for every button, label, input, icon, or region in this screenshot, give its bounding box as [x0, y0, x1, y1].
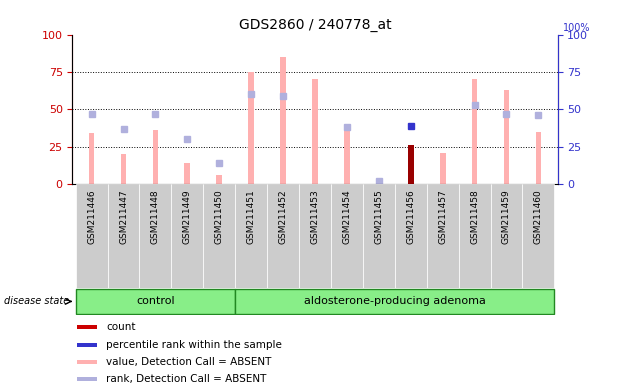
Bar	[185, 163, 190, 184]
Bar	[216, 175, 222, 184]
Text: GSM211447: GSM211447	[119, 190, 128, 244]
Bar	[459, 184, 491, 288]
Text: GSM211458: GSM211458	[470, 190, 479, 244]
Text: count: count	[106, 322, 136, 332]
Text: GSM211459: GSM211459	[502, 190, 511, 244]
Bar	[312, 79, 318, 184]
Bar	[76, 184, 108, 288]
Bar	[235, 184, 267, 288]
Bar	[89, 133, 94, 184]
Text: GSM211456: GSM211456	[406, 190, 415, 244]
Bar	[77, 325, 97, 329]
Text: value, Detection Call = ABSENT: value, Detection Call = ABSENT	[106, 357, 272, 367]
Bar	[440, 153, 445, 184]
Text: GSM211455: GSM211455	[374, 190, 383, 244]
Bar	[267, 184, 299, 288]
Text: GSM211457: GSM211457	[438, 190, 447, 244]
Text: disease state: disease state	[4, 296, 69, 306]
Bar	[491, 184, 522, 288]
Bar	[139, 184, 171, 288]
Title: GDS2860 / 240778_at: GDS2860 / 240778_at	[239, 18, 391, 32]
Bar	[427, 184, 459, 288]
Bar	[77, 343, 97, 347]
Text: GSM211453: GSM211453	[311, 190, 319, 244]
Text: percentile rank within the sample: percentile rank within the sample	[106, 339, 282, 349]
Bar	[363, 184, 395, 288]
Bar	[503, 90, 510, 184]
Text: GSM211448: GSM211448	[151, 190, 160, 244]
Bar	[152, 131, 158, 184]
Text: 100%: 100%	[563, 23, 590, 33]
Text: control: control	[136, 296, 175, 306]
Bar	[77, 360, 97, 364]
Text: aldosterone-producing adenoma: aldosterone-producing adenoma	[304, 296, 486, 306]
Text: GSM211450: GSM211450	[215, 190, 224, 244]
Bar	[280, 57, 286, 184]
Bar	[203, 184, 235, 288]
Bar	[171, 184, 203, 288]
Bar	[331, 184, 363, 288]
Text: GSM211451: GSM211451	[247, 190, 256, 244]
Text: GSM211452: GSM211452	[278, 190, 287, 244]
Bar	[120, 154, 127, 184]
Bar	[408, 146, 414, 184]
Bar	[408, 146, 414, 184]
Bar	[108, 184, 139, 288]
Bar	[376, 181, 382, 184]
Bar	[472, 79, 478, 184]
Text: GSM211449: GSM211449	[183, 190, 192, 244]
Bar	[299, 184, 331, 288]
Bar	[248, 72, 254, 184]
FancyBboxPatch shape	[235, 290, 554, 313]
Bar	[395, 184, 427, 288]
Text: GSM211460: GSM211460	[534, 190, 543, 244]
FancyBboxPatch shape	[76, 290, 235, 313]
Bar	[77, 377, 97, 381]
Bar	[522, 184, 554, 288]
Text: GSM211454: GSM211454	[343, 190, 352, 244]
Text: GSM211446: GSM211446	[87, 190, 96, 244]
Bar	[536, 132, 541, 184]
Text: rank, Detection Call = ABSENT: rank, Detection Call = ABSENT	[106, 374, 266, 384]
Bar	[344, 127, 350, 184]
